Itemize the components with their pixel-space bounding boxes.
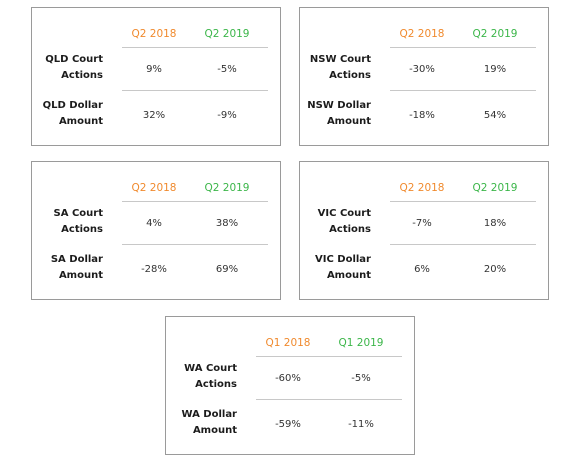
dollar-amount-period-two-value: 54% [483,110,507,121]
label-line: Amount [58,270,103,281]
court-actions-period-two-value: 19% [483,64,507,75]
nsw-stats-card: Q2 2018 Q2 2019 NSW Court Actions -30% 1… [299,7,549,146]
label-line: SA Dollar [50,254,103,265]
period-one-header: Q2 2018 [399,28,445,40]
dollar-amount-label: WA Dollar Amount [166,407,237,439]
divider [256,399,402,400]
dollar-amount-label: VIC Dollar Amount [300,252,371,284]
label-line: Amount [58,116,103,127]
label-line: Actions [329,224,371,235]
wa-stats-card: Q1 2018 Q1 2019 WA Court Actions -60% -5… [165,316,415,455]
period-two-header: Q2 2019 [204,182,250,194]
dollar-amount-period-two-value: -9% [217,110,237,121]
court-actions-period-one-value: 4% [146,218,162,229]
label-line: Amount [326,116,371,127]
dollar-amount-period-one-value: -59% [275,419,301,430]
label-line: Amount [326,270,371,281]
court-actions-period-two-value: 38% [215,218,239,229]
divider [256,356,402,357]
dollar-amount-label: QLD Dollar Amount [32,98,103,130]
label-line: QLD Dollar [42,100,103,111]
period-one-header: Q1 2018 [265,337,311,349]
court-actions-period-one-value: 9% [146,64,162,75]
period-two-header: Q2 2019 [472,28,518,40]
divider [122,201,268,202]
dollar-amount-period-one-value: 6% [414,264,430,275]
label-line: SA Court [53,208,103,219]
dollar-amount-label: SA Dollar Amount [32,252,103,284]
divider [122,90,268,91]
label-line: Actions [195,379,237,390]
label-line: WA Court [184,363,237,374]
sa-stats-card: Q2 2018 Q2 2019 SA Court Actions 4% 38% … [31,161,281,300]
divider [122,244,268,245]
qld-stats-card: Q2 2018 Q2 2019 QLD Court Actions 9% -5%… [31,7,281,146]
dollar-amount-period-two-value: -11% [348,419,374,430]
period-one-header: Q2 2018 [399,182,445,194]
court-actions-label: VIC Court Actions [300,206,371,238]
label-line: NSW Dollar [307,100,371,111]
divider [390,244,536,245]
court-actions-period-two-value: -5% [217,64,237,75]
court-actions-period-one-value: -30% [409,64,435,75]
vic-stats-card: Q2 2018 Q2 2019 VIC Court Actions -7% 18… [299,161,549,300]
period-two-header: Q2 2019 [204,28,250,40]
divider [390,201,536,202]
period-two-header: Q2 2019 [472,182,518,194]
court-actions-label: QLD Court Actions [32,52,103,84]
period-two-header: Q1 2019 [338,337,384,349]
label-line: Actions [61,70,103,81]
label-line: Actions [61,224,103,235]
divider [122,47,268,48]
divider [390,90,536,91]
court-actions-period-two-value: 18% [483,218,507,229]
court-actions-period-one-value: -7% [412,218,432,229]
dollar-amount-period-two-value: 69% [215,264,239,275]
dollar-amount-period-one-value: -18% [409,110,435,121]
dollar-amount-period-two-value: 20% [483,264,507,275]
court-actions-label: WA Court Actions [166,361,237,393]
divider [390,47,536,48]
label-line: VIC Dollar [315,254,371,265]
period-one-header: Q2 2018 [131,182,177,194]
label-line: NSW Court [309,54,371,65]
dollar-amount-label: NSW Dollar Amount [300,98,371,130]
dollar-amount-period-one-value: -28% [141,264,167,275]
dollar-amount-period-one-value: 32% [142,110,166,121]
label-line: WA Dollar [181,409,237,420]
label-line: Actions [329,70,371,81]
court-actions-period-two-value: -5% [351,373,371,384]
court-actions-period-one-value: -60% [275,373,301,384]
label-line: VIC Court [317,208,371,219]
label-line: Amount [192,425,237,436]
court-actions-label: NSW Court Actions [300,52,371,84]
label-line: QLD Court [45,54,103,65]
court-actions-label: SA Court Actions [32,206,103,238]
period-one-header: Q2 2018 [131,28,177,40]
